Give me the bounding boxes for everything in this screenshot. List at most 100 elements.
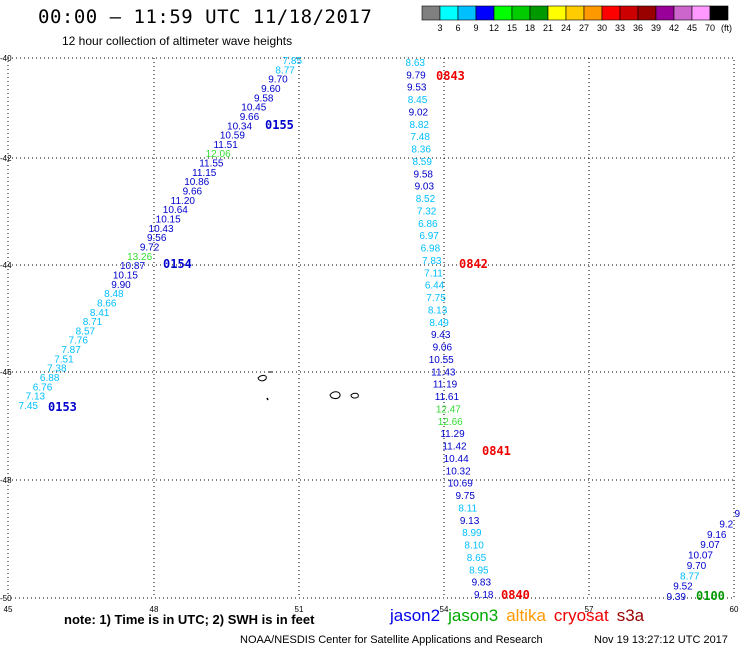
wave-height-label: 7.48: [410, 132, 430, 143]
longitude-label: 54: [440, 605, 449, 614]
colorbar-tick-label: 9: [473, 23, 478, 33]
wave-height-label: 8.77: [275, 65, 295, 76]
colorbar-swatch: [439, 5, 459, 21]
wave-height-label: 9.39: [667, 592, 687, 603]
wave-height-label: 7.13: [26, 392, 46, 403]
latitude-label: -46: [0, 368, 12, 377]
wave-height-label: 8.49: [429, 318, 449, 329]
wave-height-label: 13.26: [127, 252, 152, 263]
colorbar-swatch: [691, 5, 711, 21]
wave-height-label: 8.63: [406, 58, 426, 69]
wave-height-label: 10.86: [184, 177, 209, 188]
latitude-label: -48: [0, 476, 12, 485]
wave-height-label: 9.66: [240, 112, 260, 123]
colorbar-tick-label: 24: [561, 23, 571, 33]
wave-height-label: 6.88: [40, 373, 60, 384]
wave-height-label: 8.11: [458, 503, 477, 514]
wave-height-label: 9: [734, 509, 740, 520]
colorbar-swatch: [655, 5, 675, 21]
colorbar-swatch: [493, 5, 513, 21]
colorbar-tick-label: 6: [455, 23, 460, 33]
colorbar-tick-label: 42: [669, 23, 679, 33]
wave-height-label: 11.43: [431, 367, 456, 378]
wave-height-label: 6.98: [421, 244, 441, 255]
latitude-label: -40: [0, 54, 12, 63]
wave-height-label: 12.66: [438, 417, 463, 428]
colorbar-tick-label: 33: [615, 23, 625, 33]
wave-height-label: 8.59: [412, 157, 432, 168]
wave-height-label: 7.11: [424, 268, 443, 279]
satellite-tracks: 7.457.136.766.887.387.517.877.768.578.71…: [19, 56, 740, 603]
wave-height-label: 8.77: [680, 571, 700, 582]
track-time-label: 0154: [163, 257, 192, 271]
wave-height-label: 10.43: [149, 224, 174, 235]
wave-height-label: 7.38: [47, 364, 67, 375]
colorbar-swatch: [709, 5, 729, 21]
latitude-label: -50: [0, 594, 12, 603]
wave-height-label: 9.56: [147, 233, 167, 244]
wave-height-label: 10.55: [429, 355, 454, 366]
wave-height-label: 8.65: [467, 553, 487, 564]
colorbar-swatch: [547, 5, 567, 21]
wave-height-label: 8.99: [462, 528, 482, 539]
track-jason2-west: 7.457.136.766.887.387.517.877.768.578.71…: [19, 56, 303, 414]
wave-height-label: 9.75: [455, 491, 475, 502]
wave-height-label: 7.87: [61, 345, 81, 356]
wave-height-label: 8.57: [76, 326, 96, 337]
colorbar-swatch: [601, 5, 621, 21]
colorbar-tick-label: 12: [489, 23, 499, 33]
wave-height-label: 9.2: [719, 519, 733, 530]
map-frame: [7, 57, 735, 599]
wave-height-label: 11.29: [440, 429, 465, 440]
wave-height-label: 10.07: [688, 551, 713, 562]
wave-height-label: 9.03: [415, 182, 435, 193]
wave-height-label: 9.70: [687, 561, 707, 572]
footer-timestamp: Nov 19 13:27:12 UTC 2017: [594, 634, 728, 646]
page-subtitle: 12 hour collection of altimeter wave hei…: [62, 34, 293, 48]
wave-height-label: 9.02: [409, 107, 429, 118]
track-time-label: 0155: [265, 118, 294, 132]
legend-satellite-s3a: s3a: [616, 606, 645, 625]
wave-height-label: 9.58: [254, 93, 274, 104]
colorbar-tick-label: 70: [705, 23, 715, 33]
island-outline: [329, 391, 341, 399]
wave-height-label: 8.13: [428, 305, 448, 316]
wave-height-label: 6.86: [418, 219, 438, 230]
satellite-legend: jason2 jason3 altika cryosat s3a: [390, 606, 644, 626]
colorbar-tick-label: 21: [543, 23, 553, 33]
wave-height-label: 9.53: [407, 83, 427, 94]
island-outline: [257, 375, 267, 382]
legend-satellite-jason3: jason3: [448, 606, 499, 625]
legend-satellite-jason2: jason2: [390, 606, 441, 625]
colorbar-unit: (ft): [721, 23, 732, 33]
colorbar-tick-label: 36: [633, 23, 643, 33]
wave-height-label: 12.47: [436, 404, 461, 415]
wave-height-label: 11.61: [435, 392, 460, 403]
track-time-label: 0100: [696, 589, 725, 603]
wave-height-label: 9.07: [700, 540, 720, 551]
wave-height-label: 9.52: [673, 582, 693, 593]
wave-height-label: 10.15: [156, 215, 181, 226]
wave-height-label: 8.41: [90, 308, 110, 319]
wave-height-label: 9.66: [183, 187, 203, 198]
wave-height-label: 8.52: [416, 194, 436, 205]
colorbar-tick-label: 3: [437, 23, 442, 33]
wave-height-label: 8.10: [464, 541, 484, 552]
wave-height-label: 11.15: [192, 168, 217, 179]
wave-height-label: 8.36: [411, 145, 431, 156]
wave-height-label: 8.45: [408, 95, 428, 106]
track-time-label: 0843: [436, 69, 465, 83]
wave-height-label: 11.55: [199, 159, 224, 170]
wave-height-label: 7.51: [54, 354, 74, 365]
footer-credit: NOAA/NESDIS Center for Satellite Applica…: [240, 634, 543, 646]
wave-height-label: 7.75: [426, 293, 446, 304]
wave-height-label: 10.44: [444, 454, 469, 465]
wave-height-label: 9.13: [460, 516, 480, 527]
wave-height-label: 10.34: [227, 121, 252, 132]
island-outline: [266, 397, 269, 401]
track-cryosat-central: 9.189.83 8.958.658.10 8.999.13 8.119.7510.6…: [406, 58, 530, 602]
wave-height-label: 10.32: [446, 466, 471, 477]
wave-height-label: 7.76: [68, 336, 88, 347]
